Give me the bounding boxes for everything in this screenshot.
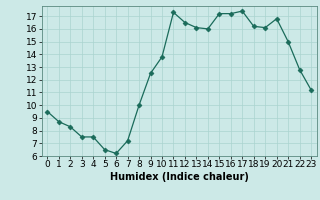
X-axis label: Humidex (Indice chaleur): Humidex (Indice chaleur): [110, 172, 249, 182]
